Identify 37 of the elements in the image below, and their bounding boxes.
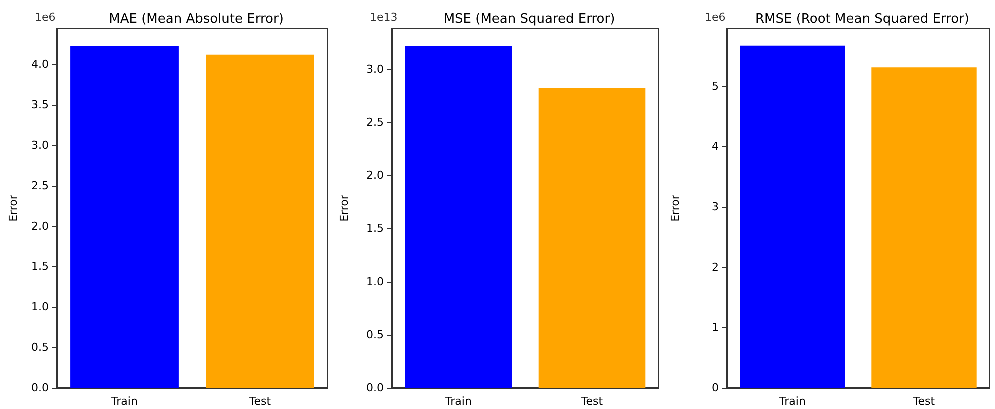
text: 1e13	[370, 11, 398, 24]
x-tick-label: Test	[580, 395, 604, 408]
y-tick-label: 2.0	[32, 220, 49, 233]
y-tick-label: 0.5	[32, 341, 49, 354]
chart-title: RMSE (Root Mean Squared Error)	[756, 12, 970, 27]
y-axis-title: Error	[7, 194, 20, 222]
y-tick-label: 2.0	[366, 169, 384, 182]
y-tick-label: 2.5	[366, 116, 384, 129]
y-axis-title: Error	[338, 194, 351, 222]
y-tick-label: 0.5	[366, 328, 384, 342]
x-tick-label: Train	[110, 395, 138, 408]
y-tick-label: 0	[712, 382, 719, 394]
y-tick-label: 1	[712, 321, 719, 334]
y-tick-label: 3.0	[32, 138, 49, 152]
y-tick-label: 3.0	[366, 62, 384, 76]
y-axis-title: Error	[669, 194, 682, 222]
y-tick-label: 3	[712, 200, 719, 214]
chart-title: MAE (Mean Absolute Error)	[109, 12, 284, 27]
chart-title: MSE (Mean Squared Error)	[444, 12, 616, 27]
y-tick-label: 0.0	[32, 382, 49, 394]
y-tick-label: 4.0	[32, 58, 49, 72]
x-tick-label: Test	[912, 395, 936, 408]
text: 1e6	[705, 11, 726, 24]
y-tick-label: 2.5	[32, 179, 49, 192]
y-tick-label: 1.5	[32, 260, 49, 274]
x-tick-label: Train	[778, 395, 806, 408]
y-tick-label: 1.0	[32, 300, 49, 314]
text: 1e6	[35, 11, 56, 24]
y-tick-label: 4	[712, 140, 719, 154]
x-tick-label: Test	[248, 395, 272, 408]
y-tick-label: 5	[712, 80, 719, 93]
y-tick-label: 3.5	[32, 98, 49, 112]
y-tick-label: 1.5	[366, 222, 384, 236]
y-tick-label: 0.0	[366, 382, 384, 394]
x-tick-label: Train	[444, 395, 472, 408]
y-tick-label: 1.0	[366, 275, 384, 288]
y-tick-label: 2	[712, 260, 719, 274]
